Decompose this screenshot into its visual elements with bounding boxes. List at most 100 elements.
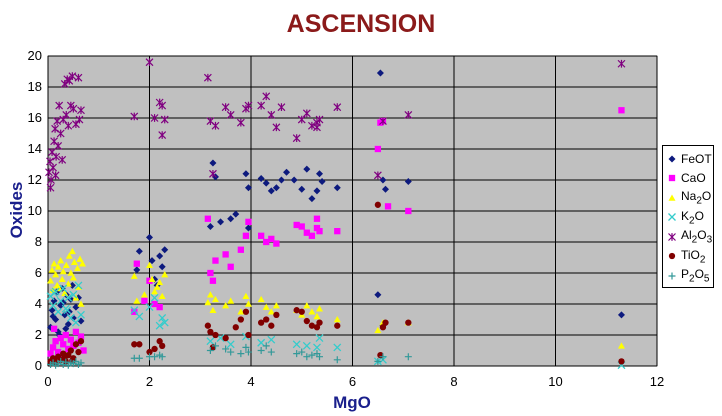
data-point-p2o5 xyxy=(222,345,230,353)
y-tick-label: 10 xyxy=(28,203,42,218)
data-point-tio2 xyxy=(308,322,316,329)
data-point-al2o3 xyxy=(59,115,68,124)
data-point-p2o5 xyxy=(158,353,166,361)
data-point-na2o xyxy=(70,258,78,265)
legend-marker-square-icon xyxy=(668,175,676,182)
data-point-p2o5 xyxy=(257,347,265,354)
data-point-tio2 xyxy=(258,319,265,326)
data-point-cao xyxy=(273,240,280,247)
legend-item-na2o: Na2O xyxy=(663,188,713,208)
data-point-p2o5 xyxy=(227,348,235,356)
data-point-p2o5 xyxy=(267,348,275,356)
data-point-al2o3 xyxy=(302,109,311,118)
data-point-p2o5 xyxy=(293,350,301,358)
data-point-p2o5 xyxy=(135,354,143,362)
data-point-cao xyxy=(50,325,58,332)
data-point-feot xyxy=(308,195,316,203)
y-tick-label: 14 xyxy=(28,141,42,156)
x-tick-label: 4 xyxy=(247,374,254,389)
data-point-cao xyxy=(334,228,341,235)
data-point-na2o xyxy=(73,264,81,272)
data-point-cao xyxy=(263,238,270,246)
data-point-al2o3 xyxy=(69,104,78,113)
legend-item-tio2: TiO2 xyxy=(663,247,713,267)
legend-label: TiO2 xyxy=(681,247,706,265)
data-point-tio2 xyxy=(146,348,153,356)
data-point-feot xyxy=(376,69,384,77)
data-point-tio2 xyxy=(382,319,389,326)
data-point-feot xyxy=(244,224,252,232)
tick-labels: 0 2 4 6 8 10 12 14 16 18 20 0 2 4 6 8 10 12 xyxy=(28,48,665,389)
data-point-feot xyxy=(272,184,280,192)
data-point-cao xyxy=(57,334,64,342)
data-point-na2o xyxy=(54,263,62,270)
data-point-na2o xyxy=(316,305,324,312)
data-point-na2o xyxy=(209,306,217,313)
data-point-feot xyxy=(61,311,69,319)
data-point-na2o xyxy=(267,308,275,315)
data-point-cao xyxy=(245,218,252,225)
legend-label: CaO xyxy=(681,171,706,186)
y-tick-label: 2 xyxy=(35,327,42,342)
data-point-al2o3 xyxy=(315,115,324,124)
data-point-p2o5 xyxy=(206,347,214,354)
data-point-na2o xyxy=(77,300,85,307)
y-tick-label: 18 xyxy=(28,79,42,94)
legend-marker-shape xyxy=(668,194,676,201)
data-point-na2o xyxy=(244,300,252,307)
data-point-feot xyxy=(158,263,166,271)
data-point-na2o xyxy=(242,292,250,300)
data-point-na2o xyxy=(237,308,245,315)
data-point-al2o3 xyxy=(277,103,286,112)
data-point-na2o xyxy=(151,288,159,295)
data-point-na2o xyxy=(62,261,70,269)
legend-item-feot: FeOT xyxy=(663,149,713,169)
data-point-tio2 xyxy=(207,328,214,336)
data-point-al2o3 xyxy=(52,152,61,161)
data-point-k2o xyxy=(56,296,65,305)
data-point-k2o xyxy=(315,334,324,343)
data-point-na2o xyxy=(61,289,69,296)
data-point-al2o3 xyxy=(145,58,154,67)
data-point-p2o5 xyxy=(379,353,387,361)
data-point-tio2 xyxy=(242,308,250,315)
data-point-k2o xyxy=(50,289,59,298)
x-tick-label: 12 xyxy=(650,374,664,389)
data-point-al2o3 xyxy=(51,124,60,133)
data-point-tio2 xyxy=(313,324,321,331)
data-point-na2o xyxy=(313,312,321,320)
data-point-al2o3 xyxy=(244,101,253,110)
data-point-feot xyxy=(283,168,291,176)
data-point-tio2 xyxy=(374,201,382,208)
legend-marker-shape xyxy=(668,232,676,241)
data-point-feot xyxy=(374,291,382,299)
data-point-k2o xyxy=(71,318,80,327)
data-point-k2o xyxy=(49,301,58,310)
data-point-al2o3 xyxy=(56,129,65,138)
y-tick-label: 12 xyxy=(28,172,42,187)
data-point-na2o xyxy=(262,303,270,310)
legend-item-al2o3: Al2O3 xyxy=(663,227,713,247)
data-point-al2o3 xyxy=(226,110,235,119)
data-point-tio2 xyxy=(159,342,166,349)
data-point-na2o xyxy=(153,283,161,290)
data-point-na2o xyxy=(617,342,625,349)
data-point-al2o3 xyxy=(379,117,387,126)
chart-title: ASCENSION xyxy=(286,10,436,38)
data-point-feot xyxy=(156,252,164,260)
data-point-na2o xyxy=(68,247,76,255)
data-point-na2o xyxy=(156,278,164,286)
data-point-tio2 xyxy=(268,322,275,329)
data-point-feot xyxy=(135,247,143,255)
legend-marker-shape xyxy=(668,155,676,163)
data-point-k2o xyxy=(130,306,139,315)
data-point-tio2 xyxy=(405,319,412,326)
x-tick-label: 0 xyxy=(44,374,51,389)
data-point-k2o xyxy=(158,313,167,322)
data-point-al2o3 xyxy=(62,110,71,119)
data-point-na2o xyxy=(79,260,87,267)
data-point-na2o xyxy=(303,302,311,309)
data-point-tio2 xyxy=(77,338,85,345)
data-point-k2o xyxy=(257,338,266,347)
